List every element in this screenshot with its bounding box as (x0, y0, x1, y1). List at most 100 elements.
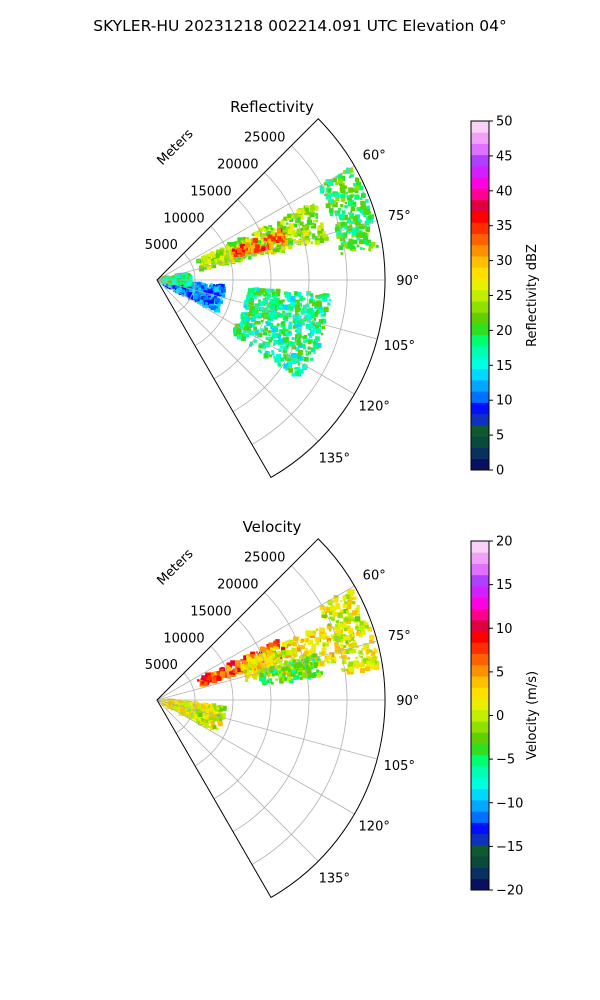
echo-gate (354, 220, 359, 225)
echo-gate (268, 655, 272, 660)
echo-gate (294, 319, 298, 323)
echo-gate (171, 277, 175, 281)
echo-gate (266, 644, 270, 648)
echo-gate (246, 318, 251, 322)
echo-gate (260, 647, 266, 653)
echo-gate (333, 627, 337, 631)
echo-gate (278, 300, 283, 305)
echo-gate (321, 610, 326, 615)
echo-gate (197, 297, 201, 302)
echo-gate (283, 232, 286, 235)
reflectivity-range-ticks: 5000 10000 15000 20000 25000 (145, 131, 286, 254)
echo-gate (179, 275, 184, 280)
echo-gate (342, 214, 348, 220)
echo-gate (216, 303, 220, 307)
echo-gate (296, 320, 300, 324)
echo-gate (172, 707, 175, 710)
echo-gate (263, 331, 268, 336)
echo-gate (327, 302, 331, 306)
echo-gate (325, 642, 329, 647)
echo-gate (283, 653, 289, 659)
echo-gate (317, 663, 320, 667)
azimuth-tick-label: 120° (359, 399, 390, 414)
echo-gate (300, 227, 304, 231)
echo-gate (218, 711, 221, 715)
echo-gate (356, 244, 360, 248)
echo-gate (277, 335, 281, 339)
echo-gate (262, 344, 265, 348)
range-tick-label: 15000 (190, 184, 231, 199)
colorbar-step (471, 552, 489, 564)
echo-gate (305, 350, 308, 353)
echo-gate (321, 651, 325, 655)
echo-gate (373, 648, 378, 653)
echo-gate (276, 225, 283, 232)
echo-gate (274, 666, 280, 672)
echo-gate (348, 212, 353, 216)
echo-gate (311, 329, 315, 334)
echo-gate (278, 307, 281, 310)
echo-gate (205, 715, 209, 720)
echo-gate (299, 214, 304, 220)
echo-gate (291, 302, 298, 309)
echo-gate (354, 177, 360, 182)
echo-gate (260, 250, 265, 256)
range-ring (251, 145, 348, 445)
echo-gate (210, 265, 214, 269)
echo-gate (277, 340, 280, 343)
echo-gate (276, 244, 282, 250)
echo-gate (211, 260, 216, 266)
echo-gate (359, 662, 364, 667)
echo-gate (281, 233, 284, 236)
echo-gate (263, 679, 266, 682)
echo-gate (317, 311, 320, 314)
echo-gate (210, 258, 214, 263)
echo-gate (311, 301, 317, 307)
echo-gate (317, 656, 320, 659)
echo-gate (353, 182, 357, 187)
echo-gate (281, 650, 287, 655)
azimuth-spoke (156, 699, 355, 815)
echo-gate (197, 679, 200, 682)
echo-gate (323, 306, 329, 312)
echo-gate (285, 341, 291, 347)
echo-gate (320, 314, 324, 317)
echo-gate (285, 645, 289, 649)
echo-gate (253, 295, 257, 299)
echo-gate (311, 222, 314, 225)
echo-gate (272, 297, 277, 301)
echo-gate (278, 348, 282, 352)
echo-gate (299, 369, 304, 374)
echo-gate (304, 648, 308, 652)
echo-gate (307, 346, 311, 350)
echo-gate (278, 338, 284, 343)
echo-gate (293, 651, 296, 654)
echo-gate (253, 326, 257, 331)
echo-gate (258, 299, 261, 303)
echo-gate (347, 229, 352, 234)
echo-gate (268, 658, 273, 663)
echo-gate (204, 266, 207, 269)
colorbar-step (471, 436, 489, 448)
colorbar-tick-label: 35 (496, 219, 513, 234)
echo-gate (348, 238, 353, 243)
echo-gate (214, 292, 219, 297)
echo-gate (253, 339, 257, 343)
echo-gate (365, 666, 371, 671)
colorbar-tick-label: 10 (496, 394, 513, 409)
echo-gate (335, 181, 339, 186)
echo-gate (350, 643, 354, 647)
echo-gate (168, 284, 172, 288)
echo-gate (268, 309, 272, 313)
echo-gate (315, 328, 321, 334)
echo-gate (335, 620, 340, 624)
colorbar-step (471, 379, 489, 392)
echo-gate (356, 631, 360, 635)
echo-gate (345, 192, 348, 195)
echo-gate (312, 327, 315, 330)
echo-gate (251, 664, 255, 668)
echo-gate (208, 707, 212, 711)
colorbar-step (471, 188, 489, 201)
echo-gate (216, 714, 220, 717)
echo-gate (242, 250, 245, 253)
